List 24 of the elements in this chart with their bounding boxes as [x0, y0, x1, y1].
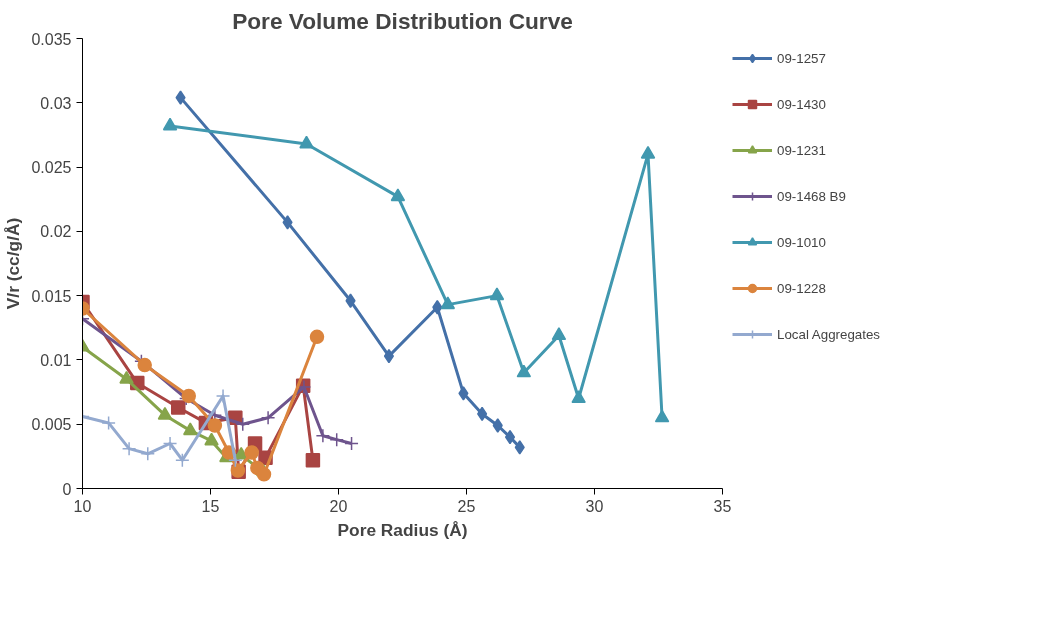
legend-label: 09-1257: [777, 50, 826, 66]
legend-label: 09-1468 B9: [777, 188, 846, 204]
x-tick-label: 20: [329, 497, 348, 515]
legend-label: 09-1228: [777, 280, 826, 296]
legend-label: Local Aggregates: [777, 326, 881, 342]
x-axis-title: Pore Radius (Å): [337, 519, 468, 540]
legend-label: 09-1231: [777, 142, 826, 158]
x-tick-label: 30: [585, 497, 604, 515]
y-tick-label: 0.025: [31, 159, 72, 177]
y-axis-title: V/r (cc/g/Å): [3, 217, 24, 310]
y-tick-label: 0.01: [40, 351, 72, 369]
y-tick-label: 0.035: [31, 30, 72, 48]
x-tick-label: 15: [201, 497, 220, 515]
x-tick-label: 35: [713, 497, 732, 515]
y-tick-label: 0.02: [40, 223, 72, 241]
legend-label: 09-1430: [777, 96, 826, 112]
x-tick-label: 10: [73, 497, 92, 515]
legend-label: 09-1010: [777, 234, 826, 250]
chart-title: Pore Volume Distribution Curve: [232, 7, 573, 34]
y-tick-label: 0.015: [31, 287, 72, 305]
y-tick-label: 0: [62, 480, 72, 498]
y-tick-label: 0.005: [31, 416, 72, 434]
y-tick-label: 0.03: [40, 94, 72, 112]
x-tick-label: 25: [457, 497, 476, 515]
